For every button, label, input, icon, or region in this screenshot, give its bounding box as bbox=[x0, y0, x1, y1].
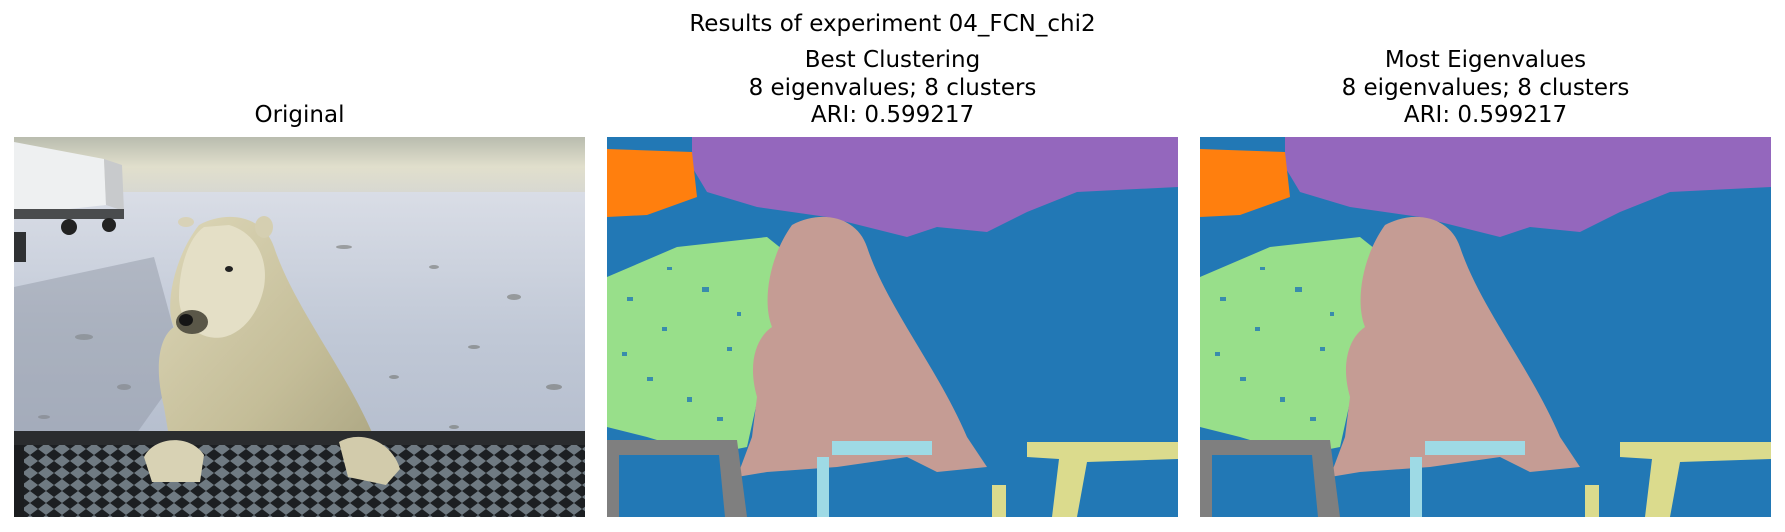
cluster-rail-region bbox=[1425, 441, 1525, 455]
cluster-sky-region bbox=[692, 137, 1178, 237]
panel-title-original: Original bbox=[254, 102, 345, 128]
segmentation-map-most-eigenvalues bbox=[1200, 137, 1771, 517]
cluster-sky-region bbox=[1285, 137, 1771, 237]
original-image bbox=[14, 137, 585, 517]
segmentation-map-best bbox=[607, 137, 1178, 517]
cluster-rail-region bbox=[832, 441, 932, 455]
best-clustering-image bbox=[607, 137, 1178, 517]
cluster-post-region bbox=[1620, 442, 1771, 517]
cluster-post-region bbox=[1027, 442, 1178, 517]
cluster-vehicle-region bbox=[607, 149, 697, 217]
polar-bear-photo bbox=[14, 137, 585, 517]
panel-title-best-clustering: Best Clustering 8 eigenvalues; 8 cluster… bbox=[748, 47, 1037, 128]
cluster-fence-region bbox=[607, 440, 747, 517]
panel-title-most-eigenvalues: Most Eigenvalues 8 eigenvalues; 8 cluste… bbox=[1341, 47, 1630, 128]
cluster-ground-region bbox=[607, 237, 792, 455]
cluster-fence-region bbox=[1200, 440, 1340, 517]
cluster-ground-region bbox=[1200, 237, 1385, 455]
cluster-bear-region bbox=[1330, 216, 1580, 477]
most-eigenvalues-image bbox=[1200, 137, 1771, 517]
cluster-vehicle-region bbox=[1200, 149, 1290, 217]
cluster-bear-region bbox=[737, 216, 987, 477]
vehicle-shape bbox=[14, 142, 124, 262]
figure-title: Results of experiment 04_FCN_chi2 bbox=[689, 11, 1096, 37]
